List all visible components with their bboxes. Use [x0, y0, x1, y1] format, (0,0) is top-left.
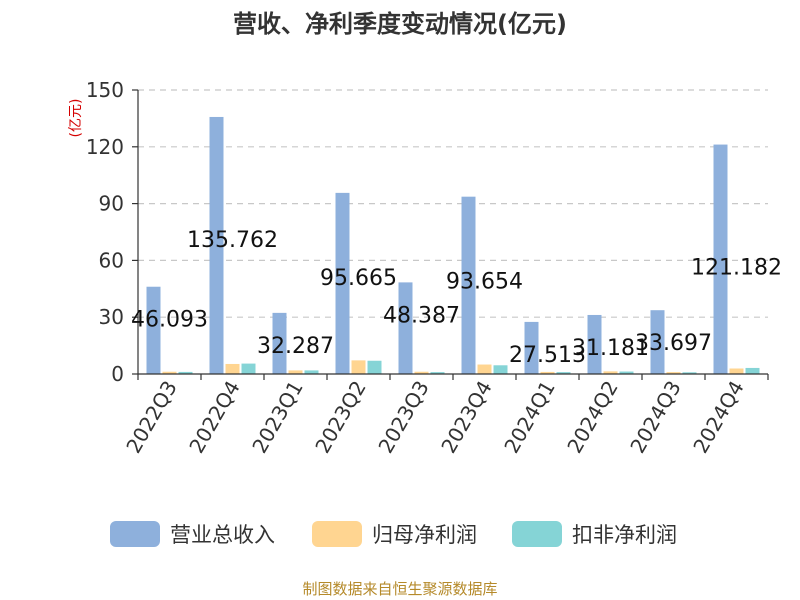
bar: [587, 314, 602, 374]
data-label: 135.762: [187, 228, 278, 253]
y-tick-label: 120: [86, 135, 124, 159]
y-tick-label: 0: [111, 362, 124, 386]
legend: 营业总收入 归母净利润 扣非净利润: [110, 521, 677, 547]
x-tick-label: 2022Q3: [121, 377, 181, 458]
y-tick-label: 30: [99, 305, 124, 329]
data-label: 48.387: [383, 303, 460, 328]
legend-swatch: [512, 521, 562, 547]
x-tick-label: 2023Q4: [436, 377, 496, 458]
bar: [477, 364, 492, 374]
data-label: 31.181: [572, 336, 649, 361]
bar: [304, 370, 319, 374]
bar: [650, 310, 665, 374]
gridlines: [138, 89, 768, 318]
bar: [430, 372, 445, 374]
y-axis-ticks: 0 30 60 90 120 150: [86, 78, 139, 386]
source-note: 制图数据来自恒生聚源数据库: [302, 580, 497, 598]
bar: [745, 367, 760, 374]
bar: [162, 371, 177, 374]
y-tick-label: 60: [99, 248, 124, 272]
data-label: 33.697: [635, 331, 712, 356]
bar: [178, 371, 193, 374]
bar: [461, 196, 476, 374]
bar: [666, 372, 681, 374]
bar: [146, 286, 161, 374]
data-label: 121.182: [691, 256, 782, 281]
x-tick-label: 2024Q1: [499, 377, 559, 458]
data-label: 32.287: [257, 334, 334, 359]
bar: [272, 312, 287, 374]
bar: [603, 371, 618, 374]
bar: [225, 363, 240, 374]
legend-label: 营业总收入: [170, 523, 275, 547]
bar: [414, 371, 429, 374]
bar: [524, 321, 539, 374]
data-label: 95.665: [320, 266, 397, 291]
x-tick-label: 2023Q2: [310, 377, 370, 458]
bar: [335, 192, 350, 374]
bar: [619, 371, 634, 374]
bar: [351, 360, 366, 374]
bar: [540, 371, 555, 374]
data-label: 27.513: [509, 343, 586, 368]
bars: [146, 116, 760, 375]
bar: [729, 368, 744, 374]
y-tick-label: 90: [99, 192, 124, 216]
x-tick-label: 2023Q1: [247, 377, 307, 458]
bar: [713, 144, 728, 374]
bar: [209, 116, 224, 375]
bar: [493, 365, 508, 374]
x-tick-label: 2022Q4: [184, 377, 244, 458]
bar: [398, 282, 413, 374]
x-tick-label: 2024Q2: [562, 377, 622, 458]
y-axis-label: (亿元): [68, 99, 84, 138]
legend-label: 归母净利润: [372, 523, 477, 547]
legend-swatch: [110, 521, 160, 547]
data-label: 46.093: [131, 308, 208, 333]
data-labels: 46.093 135.762 32.287 95.665 48.387 93.654 27.…: [131, 228, 782, 368]
x-tick-label: 2023Q3: [373, 377, 433, 458]
data-label: 93.654: [446, 270, 523, 295]
x-axis: 2022Q3 2022Q4 2023Q1 2023Q2 2023Q3 2023Q4 2024…: [121, 373, 769, 458]
bar: [288, 370, 303, 374]
chart-title: 营收、净利季度变动情况(亿元): [233, 10, 567, 38]
legend-swatch: [312, 521, 362, 547]
bar: [241, 363, 256, 374]
bar: [556, 372, 571, 374]
bar: [367, 360, 382, 374]
y-tick-label: 150: [86, 78, 124, 102]
bar: [682, 372, 697, 374]
x-tick-label: 2024Q3: [625, 377, 685, 458]
x-tick-label: 2024Q4: [688, 377, 748, 458]
legend-label: 扣非净利润: [572, 523, 677, 547]
